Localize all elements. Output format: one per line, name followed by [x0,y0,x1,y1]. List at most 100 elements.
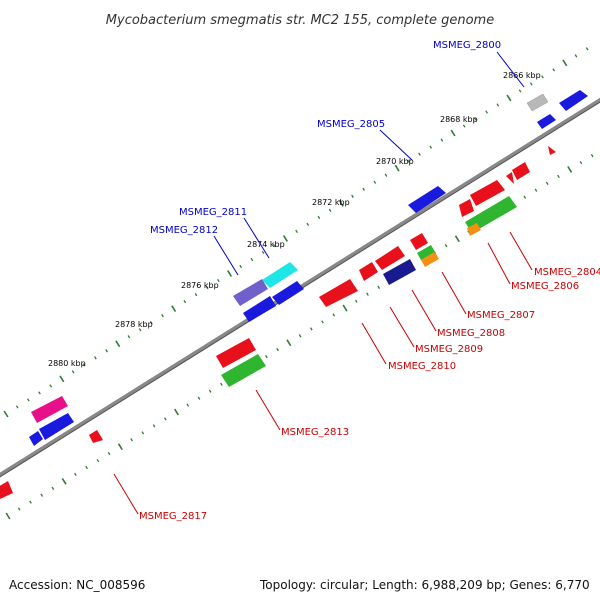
minor-tick [152,424,156,428]
minor-tick [377,285,381,289]
gene-feature-blue[interactable] [272,281,304,305]
gene-label[interactable]: MSMEG_2812 [150,225,218,236]
gene-label[interactable]: MSMEG_2810 [388,361,456,372]
minor-tick [186,403,190,407]
gene-label[interactable]: MSMEG_2813 [281,427,349,438]
gene-feature-purple[interactable] [233,279,268,306]
minor-tick [261,250,265,255]
major-tick [394,164,400,172]
gene-label[interactable]: MSMEG_2804 [534,267,600,278]
gene-feature-red[interactable] [506,172,514,184]
minor-tick [272,243,276,248]
minor-tick [107,451,111,456]
gene-feature-green[interactable] [221,354,266,387]
minor-tick [130,438,133,442]
genome-stats-text: Topology: circular; Length: 6,988,209 bp… [260,578,590,592]
scale-tick-labels: 2866 kbp 2868 kbp 2870 kbp 2872 kbp 2874… [48,71,541,368]
major-tick [115,340,121,348]
minor-tick [15,405,19,409]
gene-feature-red[interactable] [548,146,556,155]
leader-line [487,242,511,285]
minor-tick [462,124,466,128]
gene-feature-blue[interactable] [29,431,43,446]
gene-feature-navy[interactable] [383,259,416,285]
minor-tick [579,160,583,165]
minor-tick [407,159,410,163]
gene-feature-red[interactable] [459,199,474,217]
leader-line [379,129,413,161]
minor-tick [440,138,444,142]
leader-line [411,289,437,332]
minor-tick [545,181,549,185]
leader-line [213,235,239,276]
gene-feature-orange[interactable] [467,223,481,236]
minor-tick [298,334,302,338]
gene-feature-red[interactable] [359,262,378,281]
major-tick [450,129,456,137]
gene-feature-red[interactable] [319,279,358,307]
gene-feature-orange[interactable] [421,252,439,267]
major-tick [567,166,573,173]
gene-feature-green[interactable] [465,196,517,233]
minor-tick [250,257,254,262]
gene-feature-red[interactable] [470,180,505,206]
minor-tick [351,194,354,198]
minor-tick [220,382,223,386]
minor-tick [574,54,578,58]
gene-label[interactable]: MSMEG_2805 [317,119,385,130]
minor-tick [384,173,388,177]
gene-feature-cyan[interactable] [262,262,298,288]
minor-tick [82,363,86,367]
gene-feature-blue[interactable] [408,186,446,213]
gene-feature-blue[interactable] [537,114,556,129]
gene-feature-blue[interactable] [39,413,74,440]
gene-label[interactable]: MSMEG_2811 [179,207,247,218]
minor-tick [51,486,55,490]
major-tick [562,59,568,67]
minor-tick [328,208,332,212]
minor-tick [585,47,589,51]
gene-feature-green[interactable] [417,245,435,260]
gene-feature-gray[interactable] [526,93,549,112]
minor-tick [332,313,336,317]
minor-tick [362,187,365,191]
gene-feature-magenta[interactable] [31,396,68,423]
leader-line [361,322,387,365]
minor-tick [149,321,153,325]
minor-tick [534,188,538,192]
gene-label[interactable]: MSMEG_2808 [437,328,505,339]
minor-tick [485,110,488,114]
major-tick [286,339,292,347]
gene-feature-red[interactable] [216,338,256,368]
leader-line [496,51,525,88]
leader-line [509,231,533,271]
minor-tick [85,465,88,470]
gene-feature-blue[interactable] [559,90,588,111]
major-tick [3,410,9,418]
scale-tick-label: 2872 kbp [312,198,350,207]
minor-tick [429,145,433,149]
minor-tick [183,300,187,304]
gene-feature-red[interactable] [512,162,530,180]
gene-label[interactable]: MSMEG_2806 [511,281,579,292]
minor-tick [105,349,108,353]
minor-tick [523,195,527,199]
minor-tick [265,354,268,359]
gene-feature-red[interactable] [410,233,428,250]
minor-tick [40,493,44,497]
gene-label[interactable]: MSMEG_2809 [415,344,483,355]
minor-tick [194,292,198,297]
minor-tick [295,229,298,234]
gene-label[interactable]: MSMEG_2817 [139,511,207,522]
scale-tick-label: 2878 kbp [115,320,153,329]
minor-tick [163,417,167,421]
gene-feature-blue[interactable] [243,296,276,322]
gene-feature-red[interactable] [0,481,13,499]
gene-feature-red[interactable] [375,246,405,270]
gene-label[interactable]: MSMEG_2800 [433,40,501,51]
minor-tick [317,215,321,219]
gene-label[interactable]: MSMEG_2807 [467,310,535,321]
minor-tick [354,299,358,303]
gene-feature-red[interactable] [89,430,103,443]
minor-tick [74,472,77,477]
